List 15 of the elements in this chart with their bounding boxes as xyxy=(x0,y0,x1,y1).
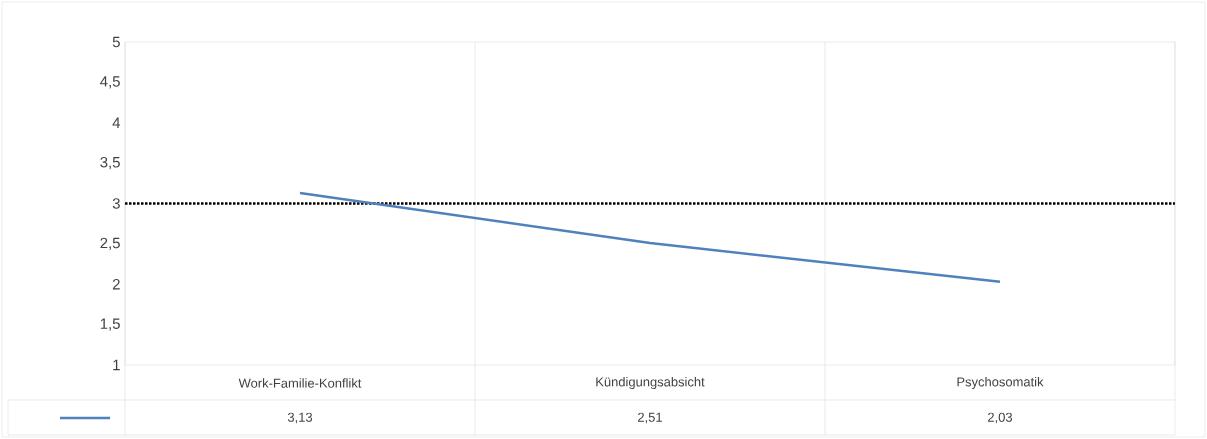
y-tick-label: 3 xyxy=(112,198,120,209)
data-label: 2,03 xyxy=(988,412,1013,424)
y-tick-label: 5 xyxy=(112,36,120,48)
x-tick-label: Kündigungsabsicht xyxy=(596,376,705,390)
y-tick-label: 3,5 xyxy=(100,156,120,170)
x-tick-label: Work-Familie-Konflikt xyxy=(238,378,362,388)
y-tick-label: 2 xyxy=(112,279,120,290)
y-tick-label: 1 xyxy=(113,359,120,371)
y-tick-label: 4,5 xyxy=(100,76,120,89)
x-tick-label: Psychosomatik xyxy=(957,376,1044,390)
data-label: 3,13 xyxy=(287,412,313,424)
y-tick-label: 1,5 xyxy=(100,318,120,331)
y-tick-label: 2,5 xyxy=(100,237,120,251)
y-tick-label: 4 xyxy=(112,117,121,128)
data-label: 2,51 xyxy=(638,412,662,424)
